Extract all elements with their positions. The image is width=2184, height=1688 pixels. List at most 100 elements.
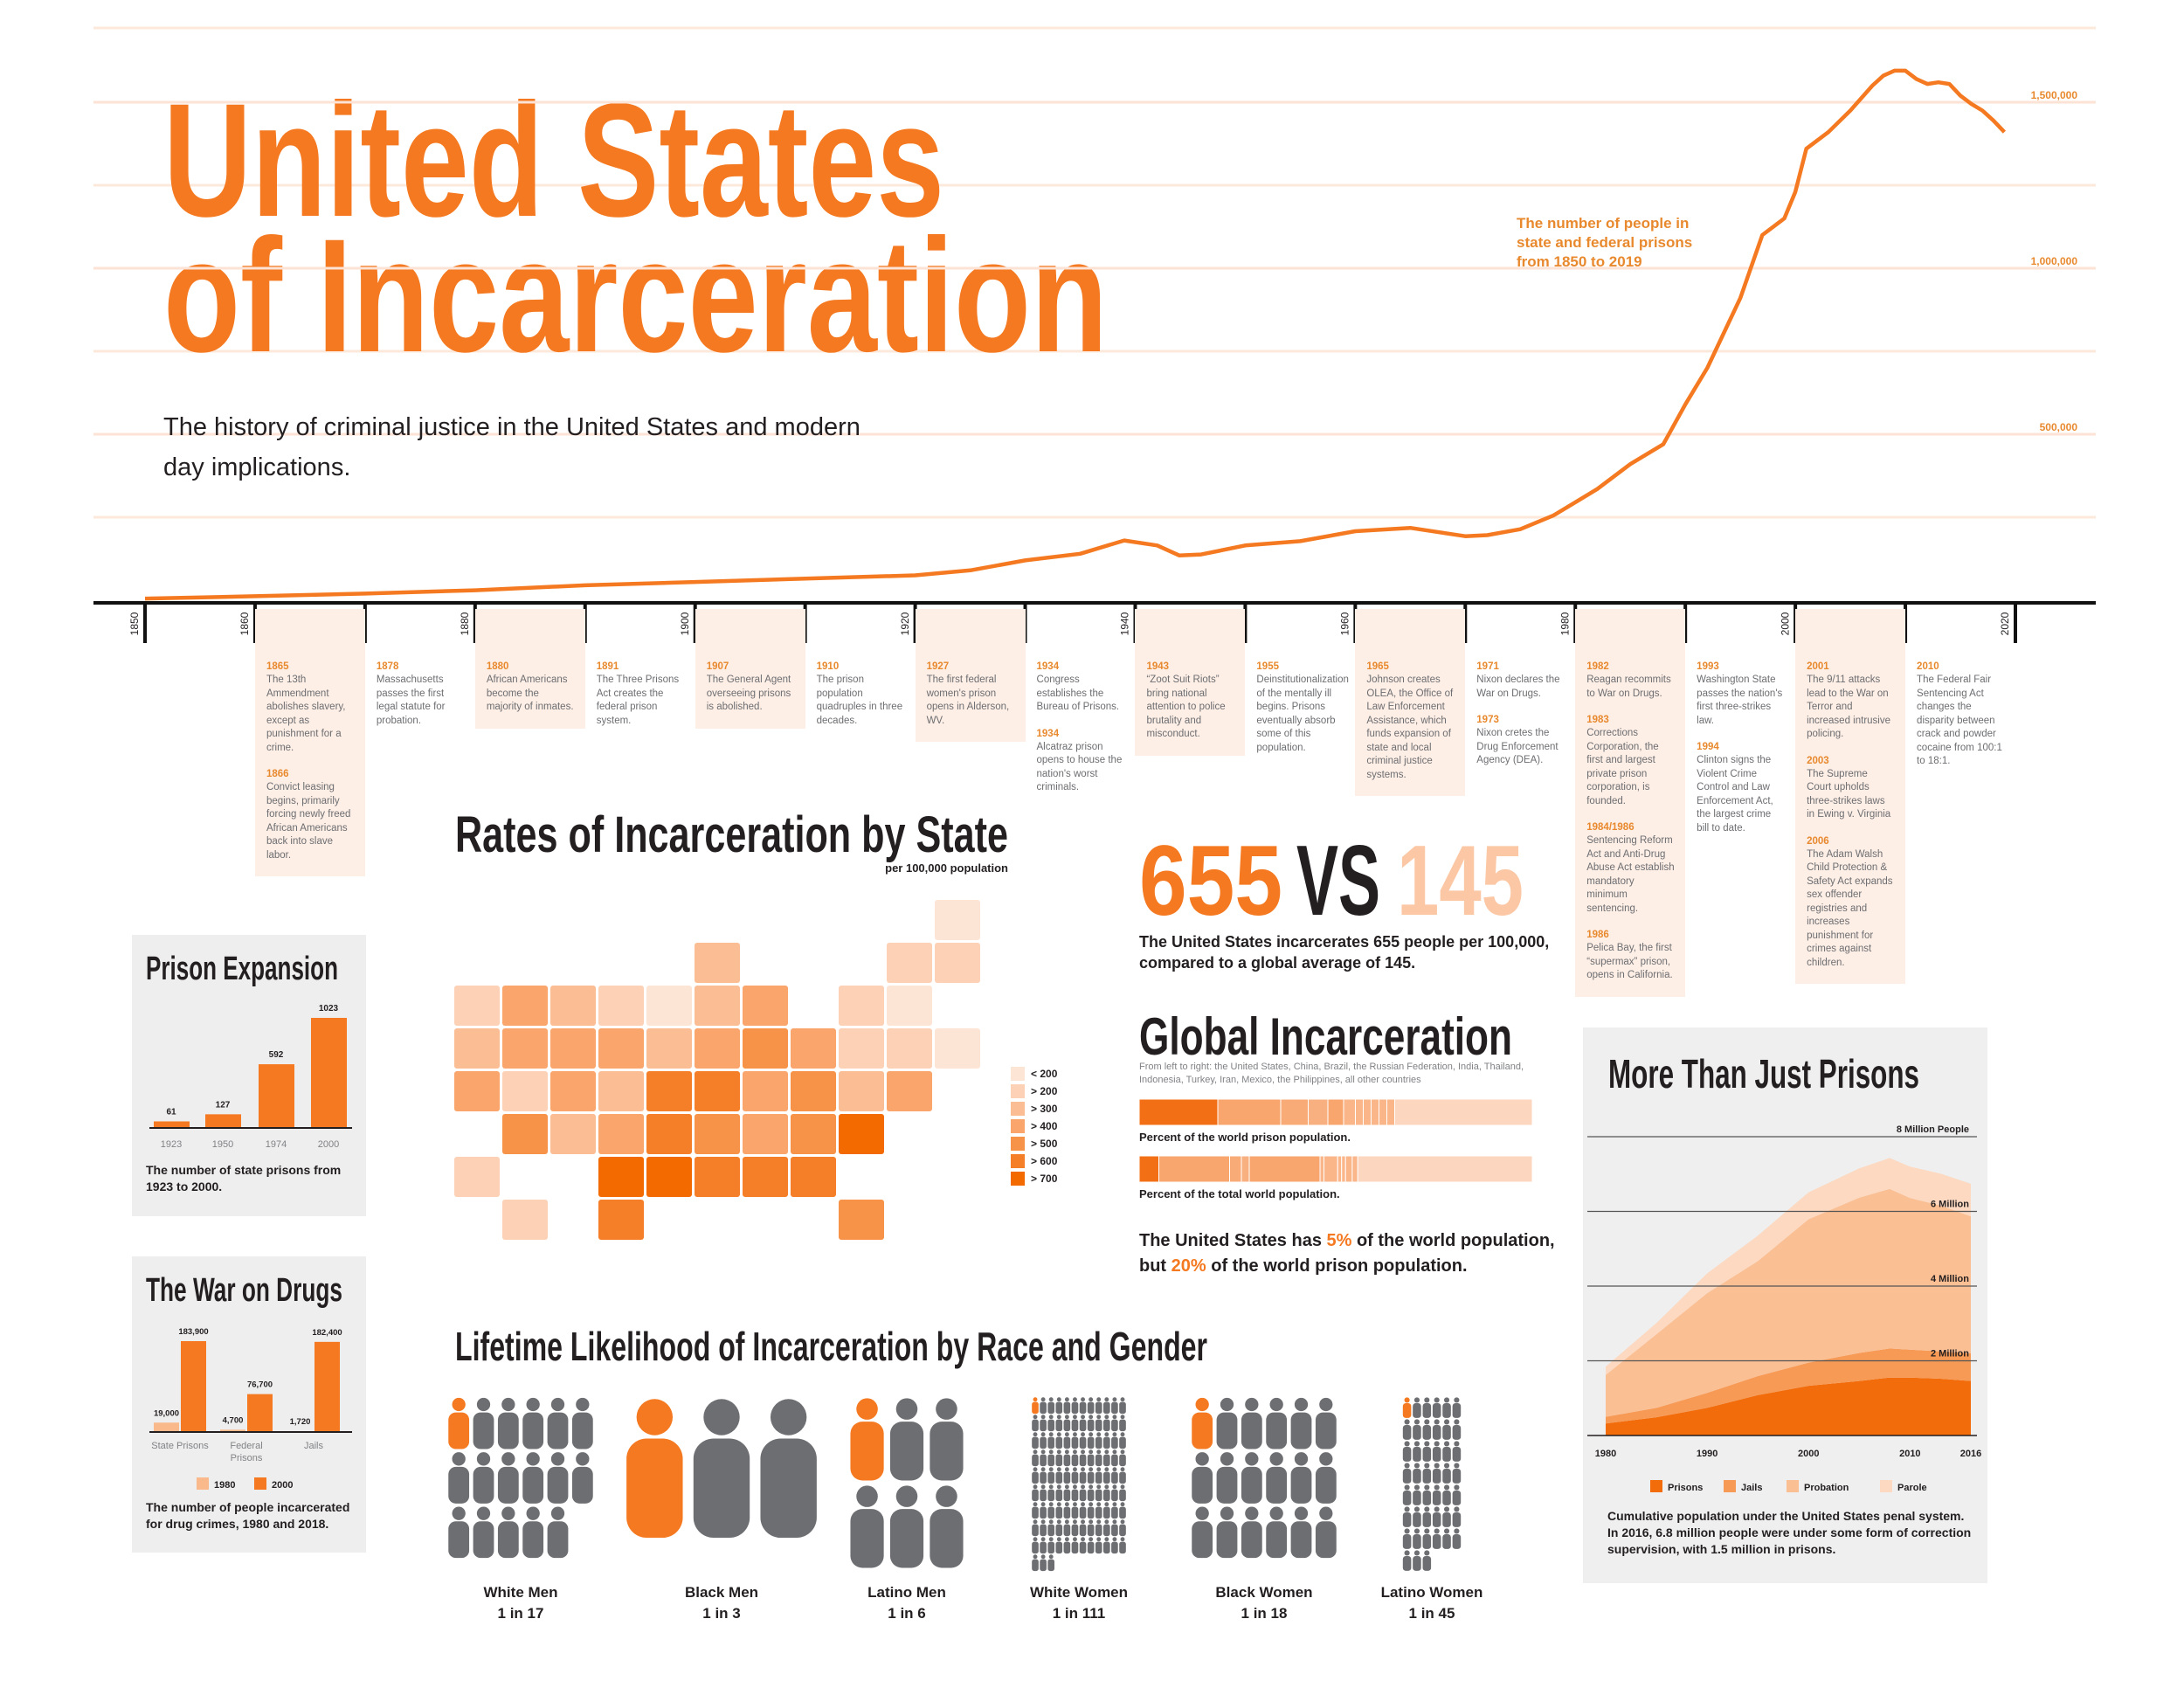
person-body <box>1315 1521 1337 1559</box>
person-head <box>1056 1432 1061 1437</box>
person-head <box>1120 1484 1125 1490</box>
callout-part: of the world population, <box>1351 1231 1555 1250</box>
person-head <box>1040 1484 1046 1490</box>
caption: The number of people incarcerated for dr… <box>146 1500 350 1531</box>
group-label: White Women <box>1030 1584 1128 1601</box>
timeline-year: 1955 <box>1256 661 1279 672</box>
person-body <box>1095 1489 1102 1502</box>
y-tick-label: 6 Million <box>1931 1200 1969 1210</box>
person-body <box>1402 1447 1412 1462</box>
person-head <box>1424 1419 1430 1425</box>
person-body <box>930 1422 964 1481</box>
person-body <box>1103 1419 1110 1432</box>
person-head <box>1040 1554 1046 1560</box>
bar <box>181 1341 206 1432</box>
timeline-year: 1973 <box>1476 715 1499 725</box>
bar <box>259 1064 294 1128</box>
state-tile <box>598 1200 644 1240</box>
person-head <box>1104 1519 1109 1525</box>
bar-segment <box>1241 1155 1250 1183</box>
bar-segment <box>1355 1098 1364 1126</box>
person-head <box>1056 1484 1061 1490</box>
person-body <box>1452 1447 1462 1462</box>
bar-segment <box>1229 1155 1242 1183</box>
person-body <box>1087 1506 1095 1519</box>
value-label: 1 in 111 <box>1053 1605 1106 1622</box>
person-body <box>448 1521 470 1559</box>
person-body <box>1079 1436 1087 1449</box>
person-head <box>1104 1432 1109 1437</box>
map-unit: per 100,000 population <box>885 861 1008 875</box>
person-head <box>1454 1528 1460 1534</box>
person-body <box>1063 1524 1071 1537</box>
person-head <box>1104 1484 1109 1490</box>
person-head <box>550 1506 565 1520</box>
person-head <box>576 1452 590 1466</box>
person-head <box>501 1452 515 1466</box>
bar-segment <box>1138 1098 1219 1126</box>
timeline-text: Congress establishes the Bureau of Priso… <box>1036 675 1120 712</box>
person-body <box>1402 1425 1412 1440</box>
state-tile <box>454 1071 500 1111</box>
person-body <box>1442 1491 1451 1505</box>
person-body <box>547 1466 569 1504</box>
person-body <box>1055 1436 1063 1449</box>
person-head <box>1048 1502 1054 1507</box>
person-body <box>1266 1521 1288 1559</box>
person-head <box>1454 1419 1460 1425</box>
person-body <box>1063 1489 1071 1502</box>
person-head <box>1073 1449 1077 1455</box>
state-tile <box>791 1071 836 1111</box>
person-body <box>1040 1419 1047 1432</box>
person-body <box>1095 1401 1102 1415</box>
person-head <box>1048 1519 1054 1525</box>
value-label: 1,720 <box>290 1417 311 1427</box>
timeline-column: 1965 Johnson creates OLEA, the Office of … <box>1355 609 1466 796</box>
state-tile <box>454 1157 500 1197</box>
bar <box>154 1121 190 1128</box>
timeline-text: The prison population quadruples in thre… <box>816 675 903 726</box>
person-head <box>1081 1467 1085 1472</box>
state-tile <box>646 1071 692 1111</box>
person-body <box>1432 1534 1441 1549</box>
state-tile <box>646 986 692 1026</box>
value-label: 183,900 <box>178 1327 208 1337</box>
person-body <box>1422 1512 1432 1527</box>
person-head <box>1064 1519 1069 1525</box>
x-tick-label: 1980 <box>1559 612 1571 635</box>
person-head <box>936 1398 957 1420</box>
person-head <box>1454 1463 1460 1469</box>
icon-array <box>1402 1397 1462 1571</box>
x-tick-label: 1850 <box>128 612 141 635</box>
person-head <box>1454 1506 1460 1512</box>
legend-label: > 300 <box>1031 1103 1058 1115</box>
value-label: 1 in 18 <box>1241 1605 1288 1622</box>
timeline-year: 1965 <box>1366 661 1389 672</box>
state-tile <box>646 1114 692 1154</box>
bar-segment <box>1248 1155 1321 1183</box>
person-body <box>1413 1512 1421 1527</box>
person-body <box>1032 1541 1039 1554</box>
area <box>1606 1158 1971 1375</box>
person-body <box>1032 1489 1039 1502</box>
person-body <box>1040 1436 1047 1449</box>
person-head <box>1443 1463 1450 1469</box>
person-body <box>1087 1419 1095 1432</box>
timeline-column: 1971 Nixon declares the War on Drugs. 1973… <box>1465 609 1575 782</box>
caption: The United States incarcerates 655 peopl… <box>1139 933 1550 972</box>
bar-segment <box>1386 1098 1395 1126</box>
person-body <box>1063 1541 1071 1554</box>
state-tile <box>598 1157 644 1197</box>
person-head <box>1120 1397 1125 1402</box>
person-body <box>1063 1506 1071 1519</box>
timeline-text: Johnson creates OLEA, the Office of Law … <box>1366 675 1454 780</box>
state-tile <box>935 943 980 983</box>
timeline-year: 1865 <box>266 661 289 672</box>
person-head <box>856 1398 878 1420</box>
person-body <box>522 1466 544 1504</box>
x-tick-label: 2010 <box>1899 1449 1920 1459</box>
state-tile <box>598 1114 644 1154</box>
person-head <box>856 1485 878 1507</box>
state-tile <box>791 1157 836 1197</box>
person-body <box>1071 1471 1079 1484</box>
